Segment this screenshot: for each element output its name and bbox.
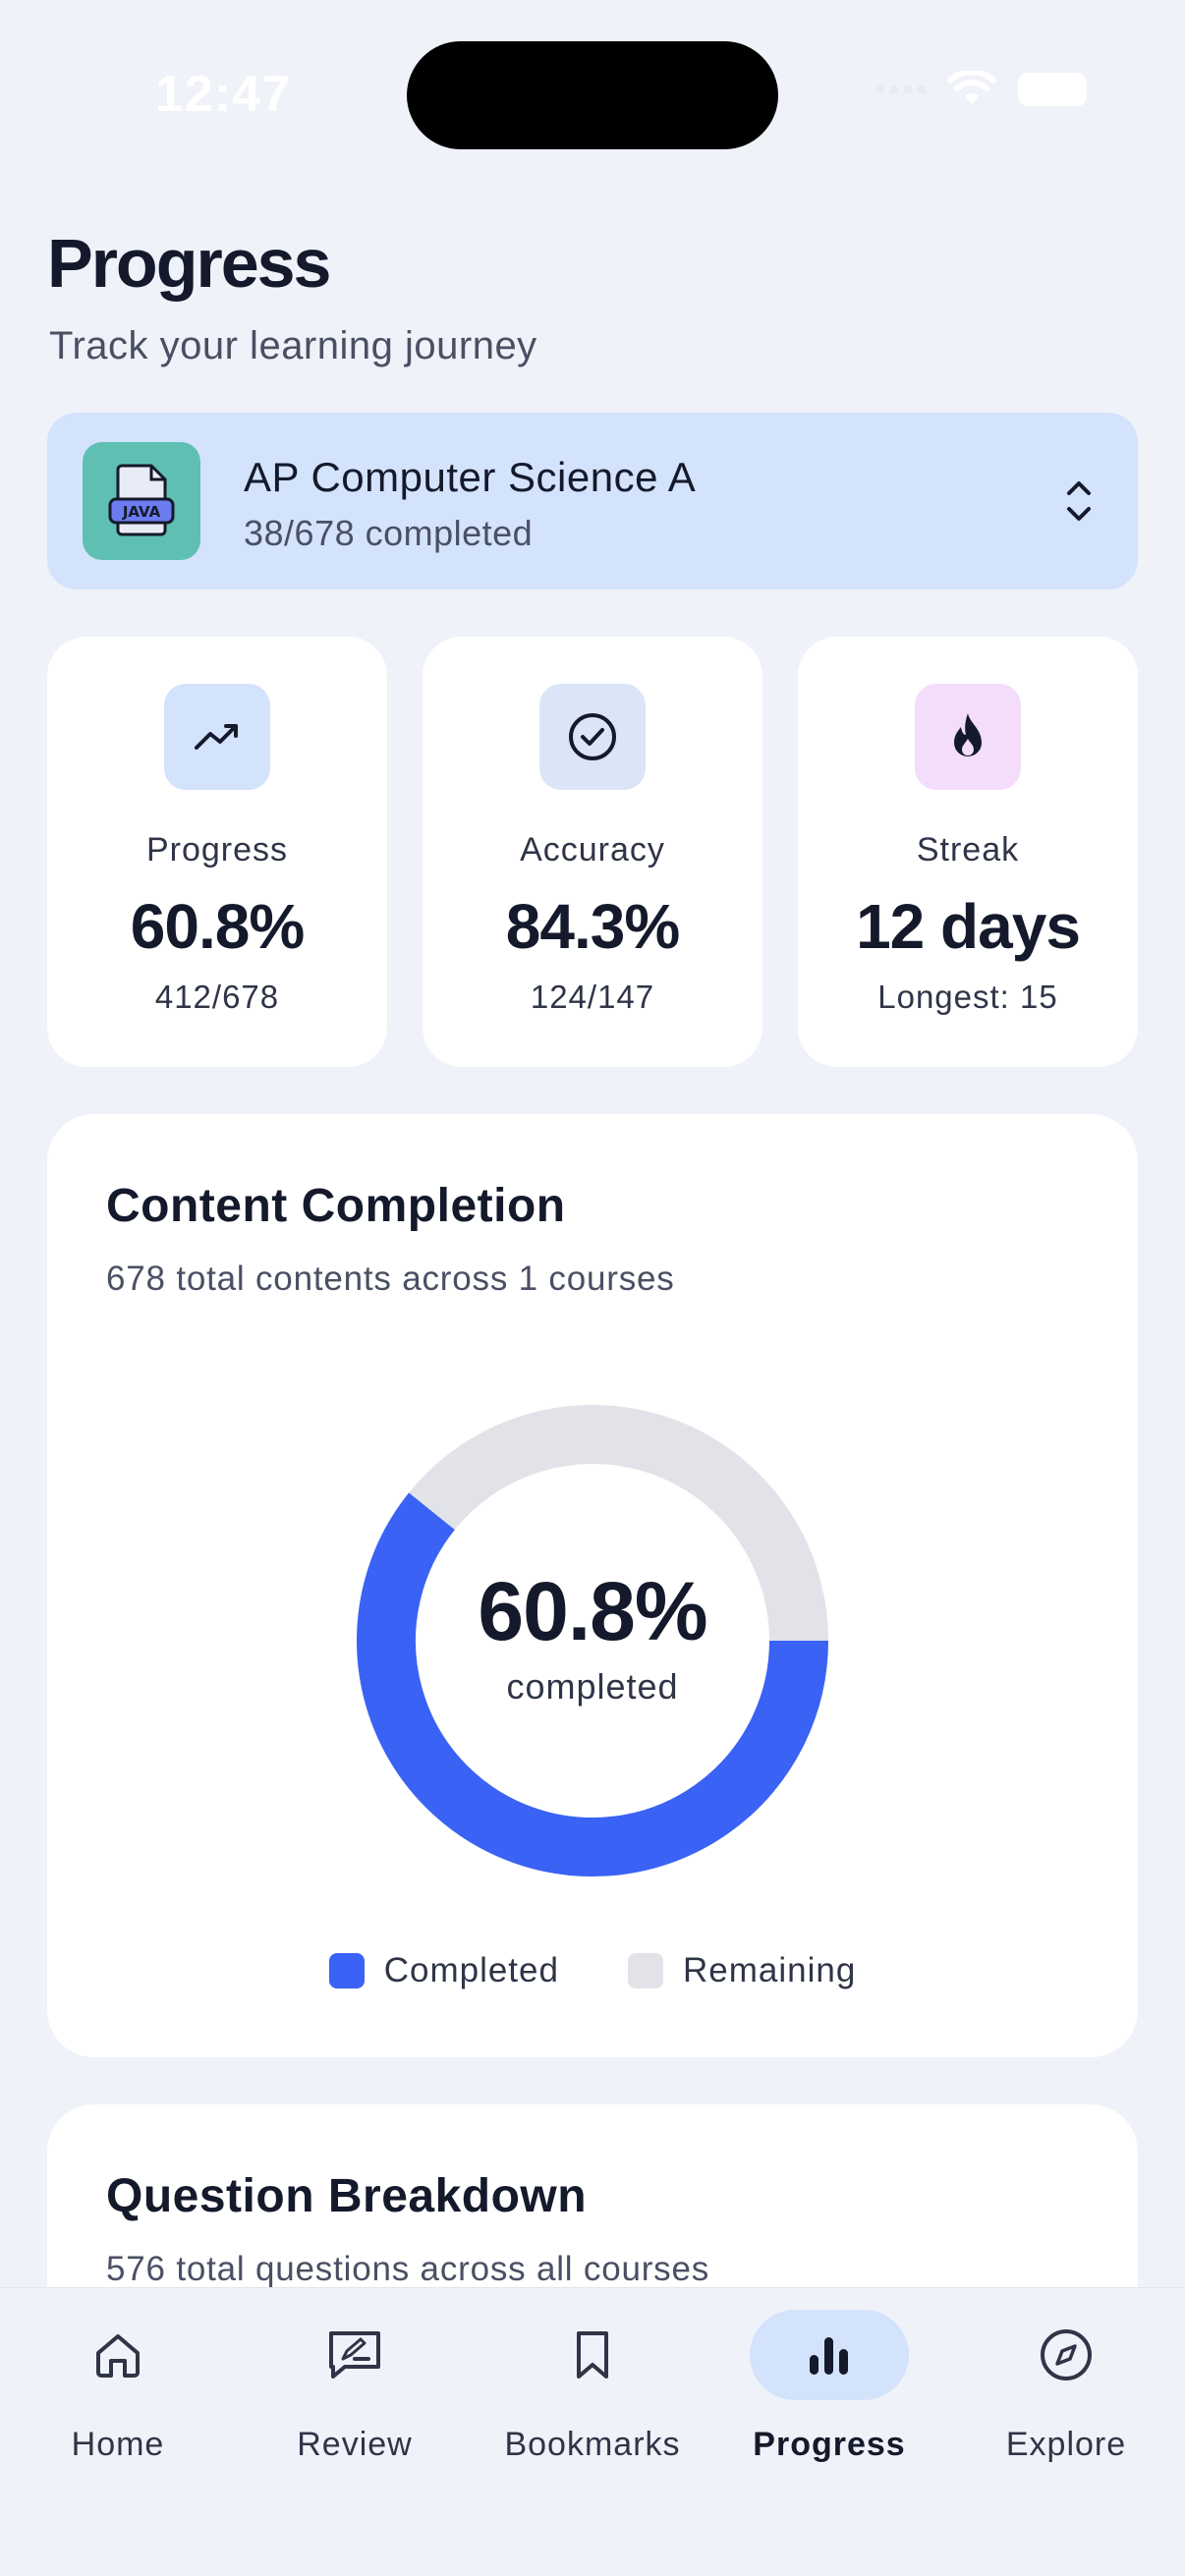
nav-icon-pill-bookmarks [513,2310,672,2400]
accuracy-stat-card: Accuracy 84.3% 124/147 [423,637,762,1067]
progress-stat-icon-box [164,684,270,790]
nav-label-bookmarks: Bookmarks [504,2426,681,2463]
breakdown-title: Question Breakdown [106,2170,588,2222]
course-count: 38/678 completed [244,513,534,553]
legend-swatch-completed [328,1953,365,1988]
streak-stat-label: Streak [916,831,1020,868]
nav-item-home[interactable]: Home [10,2310,226,2487]
nav-item-review[interactable]: Review [247,2310,463,2487]
donut-svg [357,1405,828,1876]
legend-item-completed: Completed [328,1951,559,1990]
accuracy-stat-icon-box [539,684,646,790]
wifi-icon [947,71,996,104]
nav-icon-pill-home [38,2310,198,2400]
legend-item-remaining: Remaining [627,1951,857,1990]
nav-label-explore: Explore [1005,2426,1127,2463]
home-icon [96,2334,140,2378]
donut-slice-remaining [409,1405,828,1642]
progress-stat-value: 60.8% [130,891,305,962]
status-bar: 12:47 [0,0,1185,187]
bookmark-icon [577,2331,608,2379]
streak-stat-value: 12 days [856,891,1081,962]
flame-icon [954,713,982,756]
nav-item-explore[interactable]: Explore [958,2310,1174,2487]
completion-donut-chart: 60.8% completed [355,1403,830,1878]
streak-stat-sub: Longest: 15 [877,979,1058,1015]
donut-center-value: 60.8% [478,1565,707,1657]
status-time: 12:47 [155,66,291,123]
check-circle-icon [569,713,616,760]
dynamic-island [407,41,778,149]
page-subtitle: Track your learning journey [49,324,537,367]
nav-item-progress[interactable]: Progress [721,2310,937,2487]
course-icon: JAVA [83,442,200,560]
signal-icon [876,85,926,93]
course-name: AP Computer Science A [244,454,697,500]
accuracy-stat-label: Accuracy [520,831,665,868]
legend-label-remaining: Remaining [682,1951,857,1989]
review-icon [329,2331,380,2379]
streak-stat-card: Streak 12 days Longest: 15 [798,637,1138,1067]
nav-label-home: Home [71,2426,165,2463]
bar-chart-icon [810,2337,848,2375]
streak-stat-icon-box [915,684,1021,790]
course-selector[interactable]: JAVA AP Computer Science A 38/678 comple… [47,413,1138,589]
trending-up-icon [195,724,238,750]
compass-icon [1041,2329,1092,2380]
battery-icon [1018,73,1087,106]
donut-slice-completed [357,1492,828,1876]
completion-legend: Completed Remaining [47,1951,1138,1990]
nav-item-bookmarks[interactable]: Bookmarks [484,2310,701,2487]
accuracy-stat-value: 84.3% [505,891,680,962]
nav-label-progress: Progress [753,2426,906,2463]
legend-swatch-remaining [627,1953,663,1988]
progress-stat-sub: 412/678 [154,979,280,1015]
content-completion-card: Content Completion 678 total contents ac… [47,1114,1138,2057]
progress-stat-label: Progress [145,831,289,868]
breakdown-subtitle: 576 total questions across all courses [106,2250,710,2288]
accuracy-stat-sub: 124/147 [530,979,655,1015]
donut-center-label: completed [506,1666,679,1707]
completion-subtitle: 678 total contents across 1 courses [106,1260,675,1298]
nav-icon-pill-explore [987,2310,1146,2400]
java-icon-text: JAVA [122,503,161,521]
java-file-icon: JAVA [108,464,175,536]
status-icons [876,71,1087,108]
legend-label-completed: Completed [383,1951,559,1989]
chevron-up-down-icon[interactable] [1059,474,1099,529]
nav-icon-pill-progress [750,2310,909,2400]
page-title: Progress [47,225,331,302]
completion-title: Content Completion [106,1180,566,1232]
bottom-nav: Home Review Bookmarks Progress [0,2287,1185,2576]
nav-label-review: Review [297,2426,413,2463]
nav-icon-pill-review [275,2310,434,2400]
progress-stat-card: Progress 60.8% 412/678 [47,637,387,1067]
